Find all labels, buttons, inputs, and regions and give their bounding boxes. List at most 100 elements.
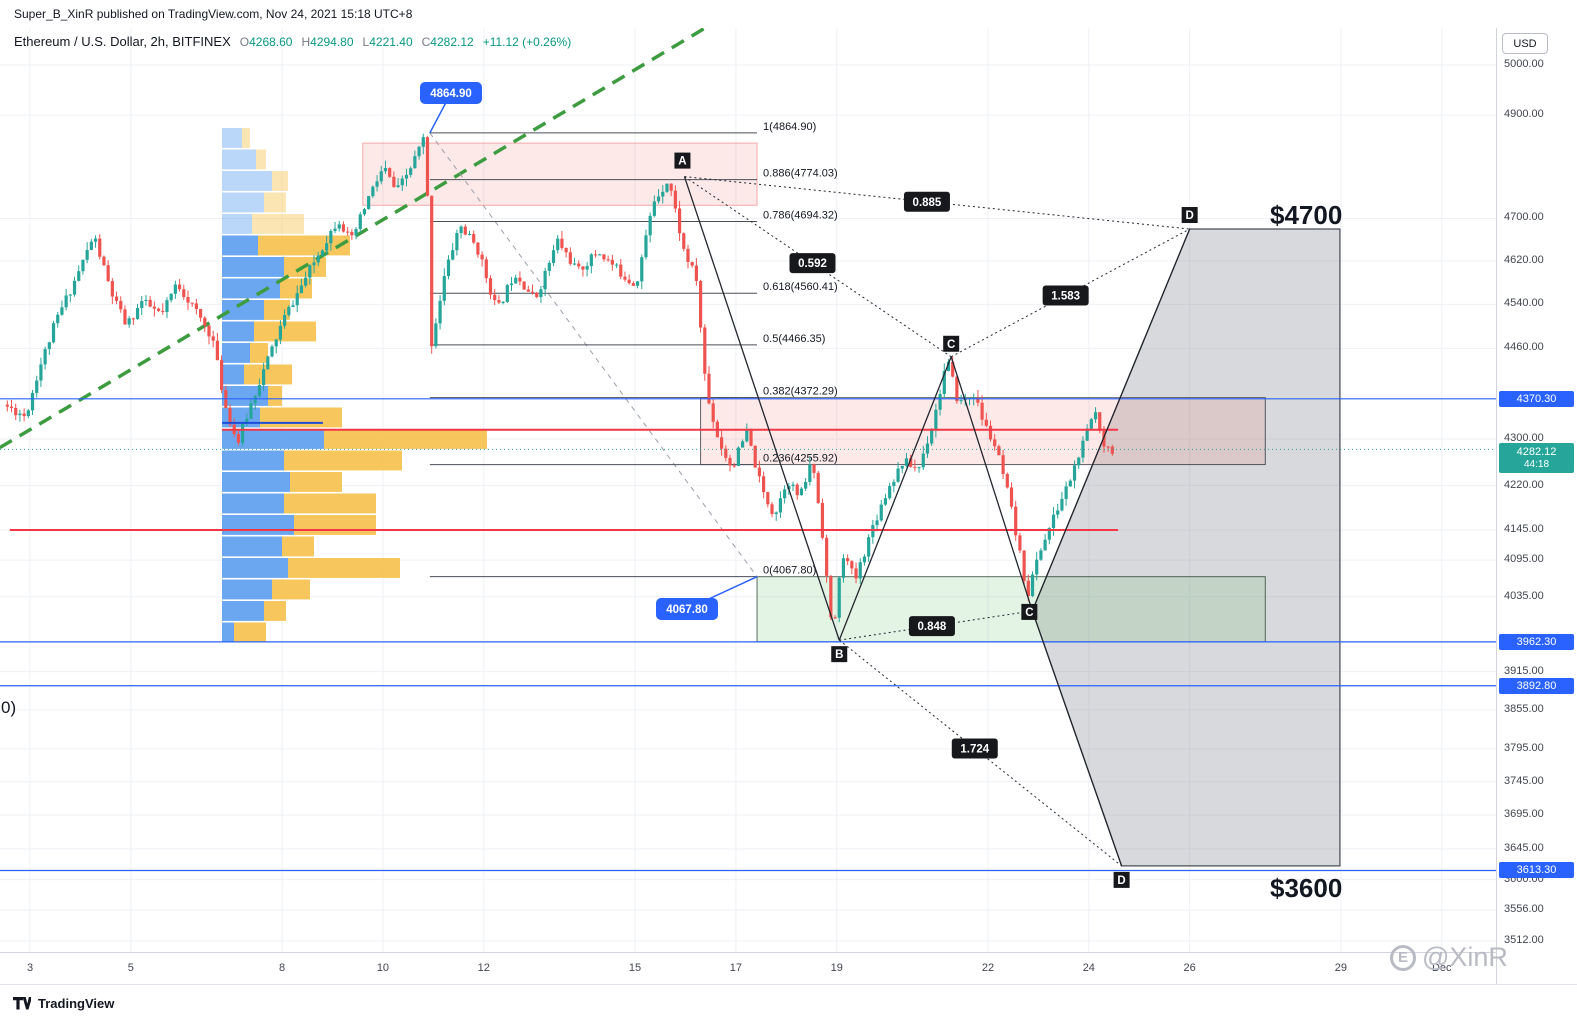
fib-level-label: 1(4864.90) xyxy=(763,121,816,133)
pattern-line[interactable] xyxy=(1031,610,1123,867)
candle-body xyxy=(89,241,93,250)
price-callout-label: 4864.90 xyxy=(430,88,472,100)
pattern-point-badge[interactable] xyxy=(1181,207,1198,224)
candle-body xyxy=(383,168,388,172)
pattern-point-badge[interactable] xyxy=(1113,871,1130,888)
candle-body xyxy=(257,385,262,397)
pattern-line[interactable] xyxy=(950,356,1033,612)
time-tick-label: 10 xyxy=(376,962,390,974)
pattern-point-badge[interactable] xyxy=(1021,603,1038,620)
price-target-label[interactable]: $3600 xyxy=(1270,873,1342,903)
candle-body xyxy=(698,280,703,328)
candle-body xyxy=(421,137,425,147)
candle-body xyxy=(484,259,488,279)
time-tick-label: 8 xyxy=(279,962,286,974)
candle-body xyxy=(425,137,430,196)
volume-profile-sell-bar xyxy=(288,558,400,578)
candle-body xyxy=(984,419,988,426)
candle-body xyxy=(850,561,854,569)
candle-body xyxy=(1001,455,1005,474)
candle-body xyxy=(623,276,627,280)
candle-body xyxy=(690,262,694,266)
candle-body xyxy=(585,266,589,270)
ratio-badge[interactable] xyxy=(903,191,950,212)
candle-body xyxy=(26,410,30,417)
candle-body xyxy=(190,302,194,304)
candle-body xyxy=(602,254,606,260)
time-tick-label: 12 xyxy=(477,962,490,974)
fib-baseline[interactable] xyxy=(429,132,758,577)
candle-body xyxy=(1018,535,1022,551)
candle-body xyxy=(1077,457,1081,466)
candle-body xyxy=(774,512,778,514)
candle-body xyxy=(215,340,219,361)
projection-zone[interactable] xyxy=(1031,228,1341,867)
candle-body xyxy=(1005,473,1009,488)
tradingview-logo-icon[interactable] xyxy=(12,996,31,1011)
pattern-point-label: A xyxy=(678,156,686,168)
candle-body xyxy=(976,397,980,403)
candle-body xyxy=(829,575,833,618)
candle-body xyxy=(81,259,85,272)
candle-body xyxy=(888,486,892,499)
price-tick-label: 3795.00 xyxy=(1504,741,1544,754)
candle-body xyxy=(825,537,829,576)
candle-body xyxy=(896,468,900,482)
currency-toggle-button[interactable]: USD xyxy=(1502,33,1548,54)
pattern-point-badge[interactable] xyxy=(831,646,848,663)
time-tick-label: 19 xyxy=(830,962,843,974)
ratio-badge[interactable] xyxy=(951,738,998,759)
price-axis[interactable]: USD 5000.00 4900.00 4700.00 4620.00 4540.00 4… xyxy=(1496,0,1577,984)
candle-body xyxy=(467,234,472,236)
volume-profile-buy-bar xyxy=(222,257,284,277)
chart-pane[interactable]: 1(4864.90) 0.886(4774.03) 0.786(4694.32) 0.… xyxy=(0,0,1496,952)
pattern-line[interactable] xyxy=(838,356,952,641)
candle-body xyxy=(598,254,602,256)
volume-profile-sell-bar xyxy=(284,450,402,471)
ratio-badge[interactable] xyxy=(789,253,836,274)
candle-body xyxy=(173,284,177,294)
candle-body xyxy=(1022,550,1026,581)
candle-body xyxy=(791,484,795,487)
time-tick-label: 15 xyxy=(628,962,642,974)
candle-body xyxy=(182,289,186,297)
price-callout[interactable] xyxy=(656,598,718,620)
candle-body xyxy=(1009,487,1014,507)
demand-zone[interactable] xyxy=(756,576,1266,643)
time-tick-label: 29 xyxy=(1334,962,1348,974)
ratio-badge-label: 0.592 xyxy=(798,258,827,270)
candle-body xyxy=(762,476,766,493)
fib-level-label: 0.236(4255.92) xyxy=(763,453,838,465)
candle-body xyxy=(35,380,39,393)
price-target-label[interactable]: $4700 xyxy=(1270,200,1342,230)
candle-body xyxy=(942,370,946,395)
time-tick-label: 5 xyxy=(127,962,134,974)
ratio-badge[interactable] xyxy=(908,616,955,637)
volume-profile-sell-bar xyxy=(324,429,487,449)
candle-body xyxy=(560,238,564,248)
price-tick-label: 3556.00 xyxy=(1504,903,1544,916)
candle-body xyxy=(1043,539,1047,551)
candle-body xyxy=(867,537,871,557)
price-tick-label: 4220.00 xyxy=(1504,478,1544,491)
candle-body xyxy=(1081,440,1085,458)
candle-body xyxy=(816,472,820,503)
time-axis[interactable]: 3 5 8 10 12 15 17 19 22 24 26 29 Dec xyxy=(0,952,1496,984)
ratio-badge[interactable] xyxy=(1042,285,1089,306)
price-callout[interactable] xyxy=(420,82,482,104)
candle-body xyxy=(837,577,841,618)
trendline[interactable] xyxy=(0,21,715,450)
candle-body xyxy=(119,300,123,310)
candle-body xyxy=(501,301,505,303)
candle-body xyxy=(85,249,89,260)
candle-body xyxy=(161,310,165,313)
candle-body xyxy=(417,146,421,157)
pattern-line[interactable] xyxy=(683,176,840,641)
pattern-point-badge[interactable] xyxy=(674,152,691,169)
pattern-line[interactable] xyxy=(1031,228,1191,612)
price-line-label: 3962.30 xyxy=(1499,633,1574,650)
candle-body xyxy=(556,238,560,251)
candle-body xyxy=(993,439,997,447)
footer-brand[interactable]: TradingView xyxy=(38,995,115,1011)
pattern-point-badge[interactable] xyxy=(943,335,960,352)
